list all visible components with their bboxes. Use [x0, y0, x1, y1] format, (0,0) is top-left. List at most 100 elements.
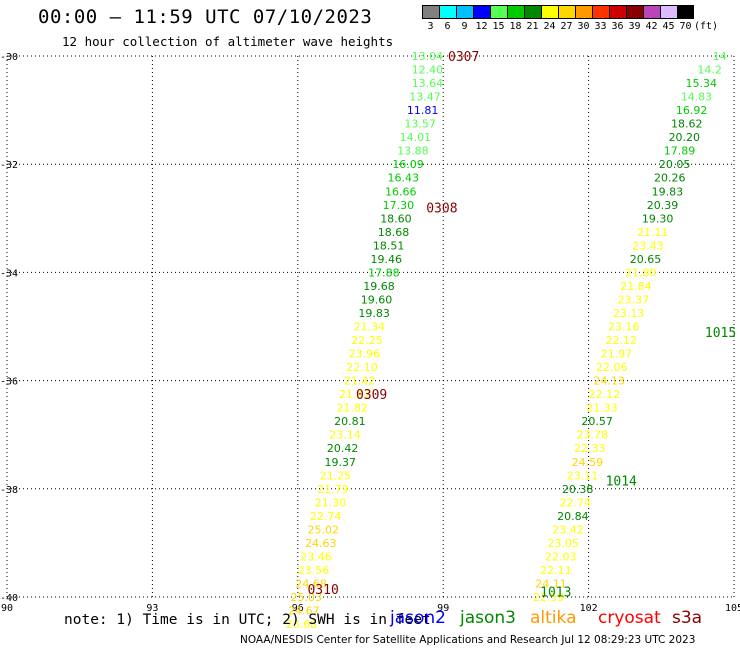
x-tick-label: 90	[1, 603, 13, 614]
y-tick-label: -40	[0, 593, 18, 604]
data-point-label: 14.01	[400, 131, 432, 144]
x-tick-label: 93	[146, 603, 158, 614]
data-point-label: 21.25	[320, 469, 352, 482]
data-point-label: 23.13	[613, 307, 645, 320]
data-point-label: 23.43	[632, 239, 664, 252]
color-swatch	[507, 5, 524, 19]
data-point-label: 21.84	[620, 280, 652, 293]
data-point-label: 18.62	[671, 118, 703, 131]
chart-subtitle: 12 hour collection of altimeter wave hei…	[62, 34, 394, 49]
data-point-label: 25.02	[307, 523, 339, 536]
time-label: 1013	[540, 586, 571, 601]
data-point-label: 21.33	[586, 402, 618, 415]
data-point-label: 23.78	[576, 429, 608, 442]
data-point-label: 24.13	[593, 375, 625, 388]
time-label: 0309	[356, 388, 387, 403]
data-point-label: 21.87	[339, 388, 371, 401]
data-point-label: 19.83	[652, 185, 684, 198]
data-point-label: 22.03	[545, 550, 577, 563]
data-point-label: 22.12	[606, 334, 638, 347]
data-point-label: 24.67	[288, 605, 320, 618]
color-scale-swatches	[422, 5, 711, 19]
legend-item-jason3: jason3	[460, 608, 516, 628]
data-point-label: 22.74	[310, 510, 342, 523]
y-tick-label: -36	[0, 377, 18, 388]
color-swatch	[490, 5, 507, 19]
color-scale-label: 15	[492, 21, 505, 32]
color-scale-label: 12	[475, 21, 488, 32]
color-swatch	[609, 5, 626, 19]
data-point-label: 25.03	[291, 591, 323, 604]
data-point-label: 14.83	[681, 91, 713, 104]
data-point-label: 19.60	[361, 293, 393, 306]
data-point-label: 19.30	[642, 212, 674, 225]
color-scale-label: 21	[526, 21, 539, 32]
data-point-label: 23.16	[608, 321, 640, 334]
color-swatch	[439, 5, 456, 19]
data-point-label: 13.88	[397, 145, 429, 158]
legend-item-s3a: s3a	[672, 608, 703, 628]
time-label: 0308	[426, 201, 457, 216]
data-point-label: 13.57	[404, 118, 436, 131]
data-point-label: 20.20	[669, 131, 701, 144]
color-scale-label: 36	[611, 21, 624, 32]
y-tick-label: -38	[0, 485, 18, 496]
data-point-label: 12.40	[412, 64, 444, 77]
data-point-label: 21.34	[354, 321, 386, 334]
data-point-label: 20.42	[327, 442, 359, 455]
data-point-label: 24.59	[572, 456, 604, 469]
x-tick-label: 96	[292, 603, 304, 614]
data-point-label: 23.68	[286, 618, 318, 631]
color-scale-label: 27	[560, 21, 573, 32]
data-point-label: 22.10	[346, 361, 378, 374]
data-point-label: 17.88	[368, 266, 400, 279]
data-point-label: 23.96	[349, 348, 381, 361]
data-point-label: 21.11	[637, 226, 669, 239]
color-scale-label: (ft)	[694, 21, 719, 32]
data-point-label: 22.33	[574, 442, 606, 455]
data-point-label: 21.82	[337, 402, 369, 415]
data-point-label: 21.30	[315, 496, 347, 509]
data-point-label: 20.38	[562, 483, 594, 496]
data-point-label: 23.46	[300, 550, 332, 563]
data-point-label: 21.42	[344, 375, 376, 388]
time-label: 1015	[705, 326, 736, 341]
data-point-label: 23.56	[298, 564, 330, 577]
data-point-label: 23.42	[552, 523, 584, 536]
data-point-label: 21.79	[317, 483, 349, 496]
time-label: 1014	[606, 475, 637, 490]
data-point-label: 22.06	[596, 361, 628, 374]
chart-title: 00:00 – 11:59 UTC 07/10/2023	[38, 6, 373, 28]
color-swatch	[541, 5, 558, 19]
data-point-label: 23.37	[618, 293, 650, 306]
color-swatch	[524, 5, 541, 19]
y-tick-label: -34	[0, 268, 18, 279]
x-tick-label: 105	[725, 603, 740, 614]
data-point-label: 19.37	[324, 456, 356, 469]
color-scale-label: 6	[444, 21, 451, 32]
color-swatch	[677, 5, 694, 19]
color-scale-label: 33	[594, 21, 607, 32]
data-point-label: 21.80	[625, 266, 657, 279]
color-scale-legend: 3 6 9 12 15 18 21 24 27 30 33 36 39 42 45 70 (ft)	[422, 5, 719, 32]
color-swatch	[643, 5, 660, 19]
color-scale-label: 3	[427, 21, 434, 32]
data-point-label: 13.04	[412, 50, 444, 63]
color-scale-label: 42	[645, 21, 658, 32]
legend-item-jason2: jason2	[390, 608, 446, 628]
data-point-label: 22.74	[560, 496, 592, 509]
credit-line: NOAA/NESDIS Center for Satellite Applica…	[240, 634, 696, 646]
color-scale-label: 24	[543, 21, 556, 32]
data-point-label: 13.64	[412, 77, 444, 90]
data-point-label: 22.11	[540, 564, 572, 577]
color-scale-label: 70	[679, 21, 692, 32]
color-scale-label: 39	[628, 21, 641, 32]
data-point-label: 14.2	[697, 64, 722, 77]
color-scale-label: 9	[461, 21, 468, 32]
color-swatch	[558, 5, 575, 19]
y-tick-label: -30	[0, 52, 18, 63]
data-point-label: 23.05	[547, 537, 579, 550]
data-point-label: 14	[713, 50, 727, 63]
data-point-label: 22.25	[351, 334, 383, 347]
data-point-label: 19.68	[363, 280, 395, 293]
